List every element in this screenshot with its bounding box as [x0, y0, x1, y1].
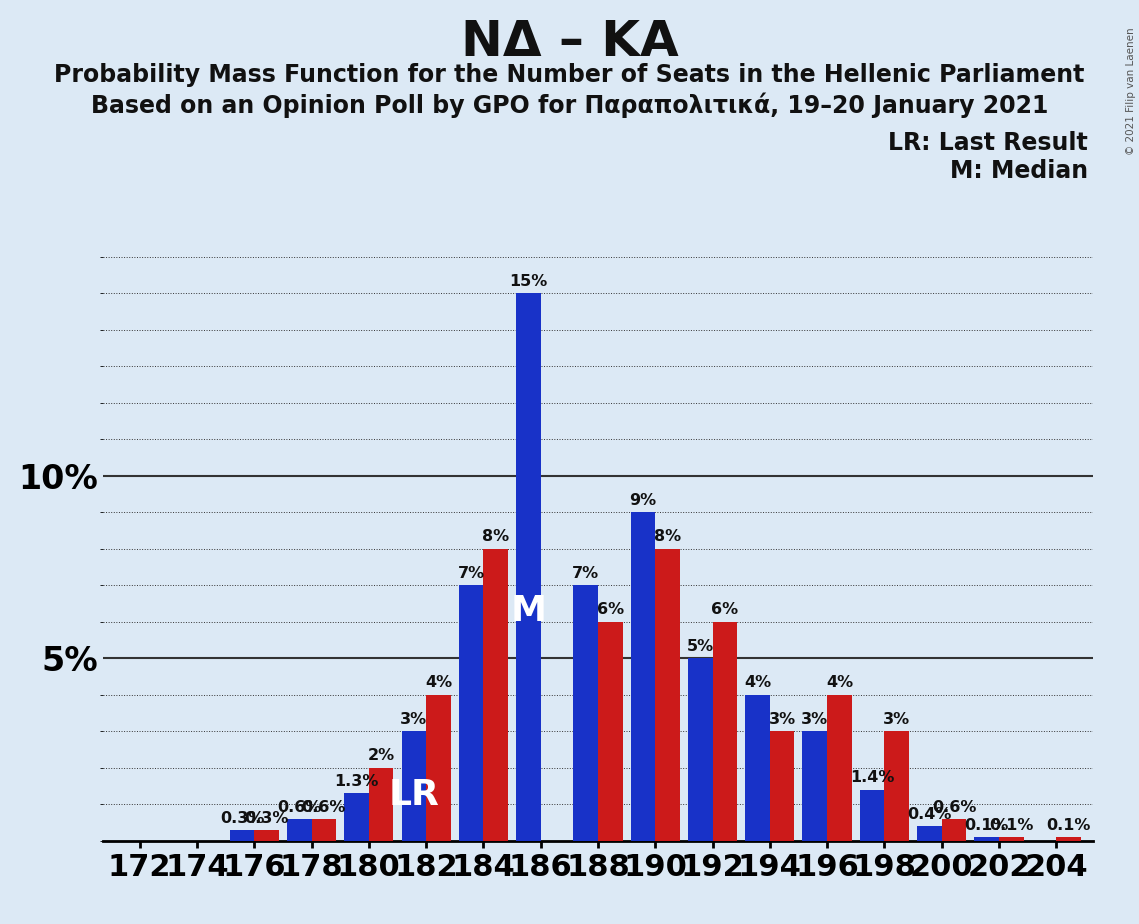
Bar	[230, 830, 254, 841]
Bar	[516, 293, 541, 841]
Text: 9%: 9%	[630, 492, 656, 508]
Text: LR: LR	[388, 778, 440, 812]
Text: 0.3%: 0.3%	[220, 810, 264, 825]
Bar	[369, 768, 393, 841]
Bar	[999, 837, 1024, 841]
Text: 7%: 7%	[572, 565, 599, 581]
Text: 1.3%: 1.3%	[335, 774, 379, 789]
Text: © 2021 Filip van Laenen: © 2021 Filip van Laenen	[1125, 28, 1136, 155]
Text: 15%: 15%	[509, 274, 548, 289]
Bar	[483, 549, 508, 841]
Bar	[426, 695, 451, 841]
Text: M: Median: M: Median	[950, 159, 1088, 183]
Bar	[598, 622, 623, 841]
Text: 3%: 3%	[400, 712, 427, 727]
Text: 0.3%: 0.3%	[245, 810, 289, 825]
Text: 0.1%: 0.1%	[989, 818, 1033, 833]
Bar	[688, 658, 713, 841]
Text: 0.6%: 0.6%	[932, 799, 976, 815]
Text: ΝΔ – ΚΑ: ΝΔ – ΚΑ	[460, 18, 679, 67]
Bar	[287, 819, 312, 841]
Bar	[713, 622, 737, 841]
Text: 3%: 3%	[883, 712, 910, 727]
Bar	[884, 731, 909, 841]
Bar	[827, 695, 852, 841]
Bar	[942, 819, 966, 841]
Text: 4%: 4%	[826, 675, 853, 690]
Bar	[974, 837, 999, 841]
Bar	[344, 794, 369, 841]
Text: 6%: 6%	[597, 602, 624, 617]
Bar	[459, 585, 483, 841]
Text: 3%: 3%	[769, 712, 796, 727]
Bar	[655, 549, 680, 841]
Text: M: M	[510, 594, 547, 628]
Text: LR: Last Result: LR: Last Result	[888, 131, 1088, 155]
Bar	[770, 731, 794, 841]
Bar	[631, 512, 655, 841]
Text: 5%: 5%	[687, 638, 714, 654]
Text: 4%: 4%	[425, 675, 452, 690]
Text: 1.4%: 1.4%	[850, 771, 894, 785]
Bar	[254, 830, 279, 841]
Text: 8%: 8%	[482, 529, 509, 544]
Text: 4%: 4%	[744, 675, 771, 690]
Bar	[402, 731, 426, 841]
Text: Probability Mass Function for the Number of Seats in the Hellenic Parliament: Probability Mass Function for the Number…	[55, 63, 1084, 87]
Text: 0.4%: 0.4%	[907, 807, 951, 821]
Text: 0.1%: 0.1%	[965, 818, 1009, 833]
Text: 7%: 7%	[458, 565, 485, 581]
Bar	[860, 790, 884, 841]
Bar	[803, 731, 827, 841]
Bar	[917, 826, 942, 841]
Bar	[1056, 837, 1081, 841]
Bar	[573, 585, 598, 841]
Text: 0.1%: 0.1%	[1047, 818, 1091, 833]
Text: 2%: 2%	[368, 748, 395, 763]
Text: Based on an Opinion Poll by GPO for Παραπολιτικά, 19–20 January 2021: Based on an Opinion Poll by GPO for Παρα…	[91, 92, 1048, 118]
Bar	[312, 819, 336, 841]
Bar	[745, 695, 770, 841]
Text: 6%: 6%	[711, 602, 738, 617]
Text: 0.6%: 0.6%	[302, 799, 346, 815]
Text: 0.6%: 0.6%	[277, 799, 321, 815]
Text: 3%: 3%	[801, 712, 828, 727]
Text: 8%: 8%	[654, 529, 681, 544]
